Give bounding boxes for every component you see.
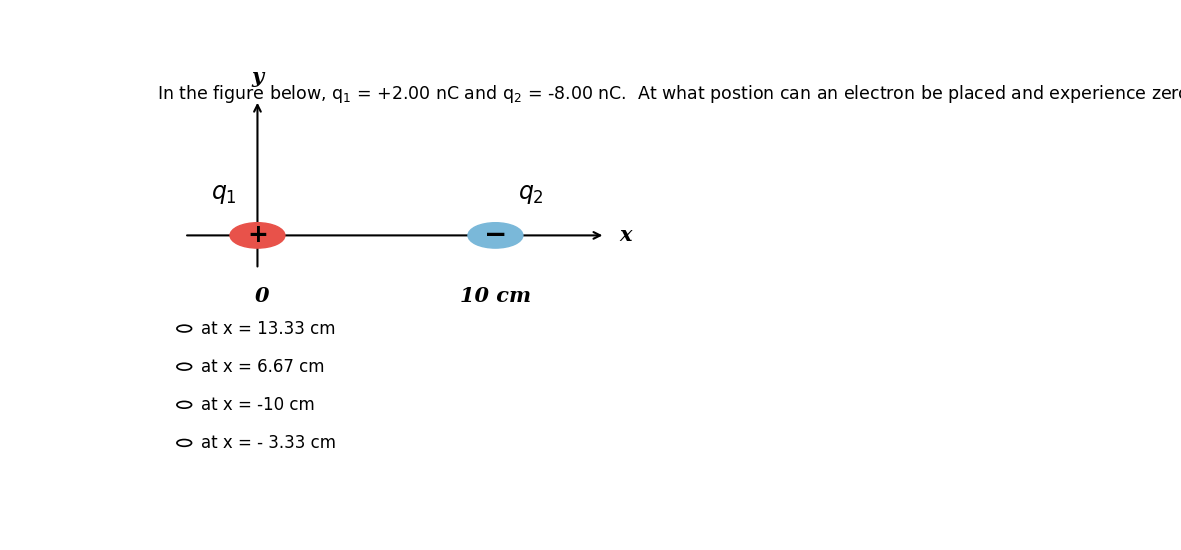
Circle shape — [230, 223, 285, 248]
Text: +: + — [247, 223, 268, 248]
Text: x: x — [619, 226, 632, 245]
Text: 10 cm: 10 cm — [459, 286, 531, 306]
Text: $q_1$: $q_1$ — [211, 182, 237, 206]
Circle shape — [468, 223, 523, 248]
Text: at x = -10 cm: at x = -10 cm — [201, 396, 314, 414]
Text: In the figure below, q$_1$ = +2.00 nC and q$_2$ = -8.00 nC.  At what postion can: In the figure below, q$_1$ = +2.00 nC an… — [157, 83, 1181, 105]
Text: $q_2$: $q_2$ — [518, 182, 544, 206]
Text: −: − — [484, 222, 507, 249]
Text: at x = 6.67 cm: at x = 6.67 cm — [201, 358, 325, 376]
Text: at x = - 3.33 cm: at x = - 3.33 cm — [201, 434, 335, 452]
Text: y: y — [252, 67, 263, 87]
Text: 0: 0 — [255, 286, 269, 306]
Text: at x = 13.33 cm: at x = 13.33 cm — [201, 320, 335, 338]
